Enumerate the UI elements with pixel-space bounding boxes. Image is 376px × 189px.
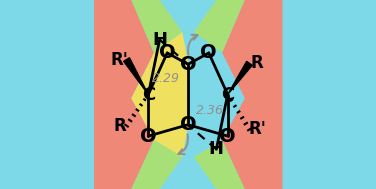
Text: O: O [159,43,176,62]
Polygon shape [94,0,154,189]
Polygon shape [194,0,245,53]
Text: 2.29: 2.29 [152,72,180,85]
Text: R': R' [111,50,128,69]
Text: C: C [142,85,155,104]
Polygon shape [131,32,188,157]
Polygon shape [228,61,252,94]
Text: O: O [180,115,196,134]
Text: O: O [200,43,217,62]
Text: R: R [113,117,126,135]
Polygon shape [131,140,182,189]
Polygon shape [188,32,245,157]
Text: H: H [152,31,167,49]
Text: O: O [180,55,196,74]
Text: R: R [251,54,263,72]
Text: 2.36: 2.36 [196,104,224,117]
Polygon shape [131,0,182,53]
Polygon shape [194,140,245,189]
Text: O: O [140,127,157,146]
Polygon shape [124,58,148,94]
Text: R': R' [248,120,266,139]
Text: C: C [221,85,234,104]
Text: O: O [219,127,236,146]
Polygon shape [222,0,282,189]
Text: H: H [209,140,224,158]
